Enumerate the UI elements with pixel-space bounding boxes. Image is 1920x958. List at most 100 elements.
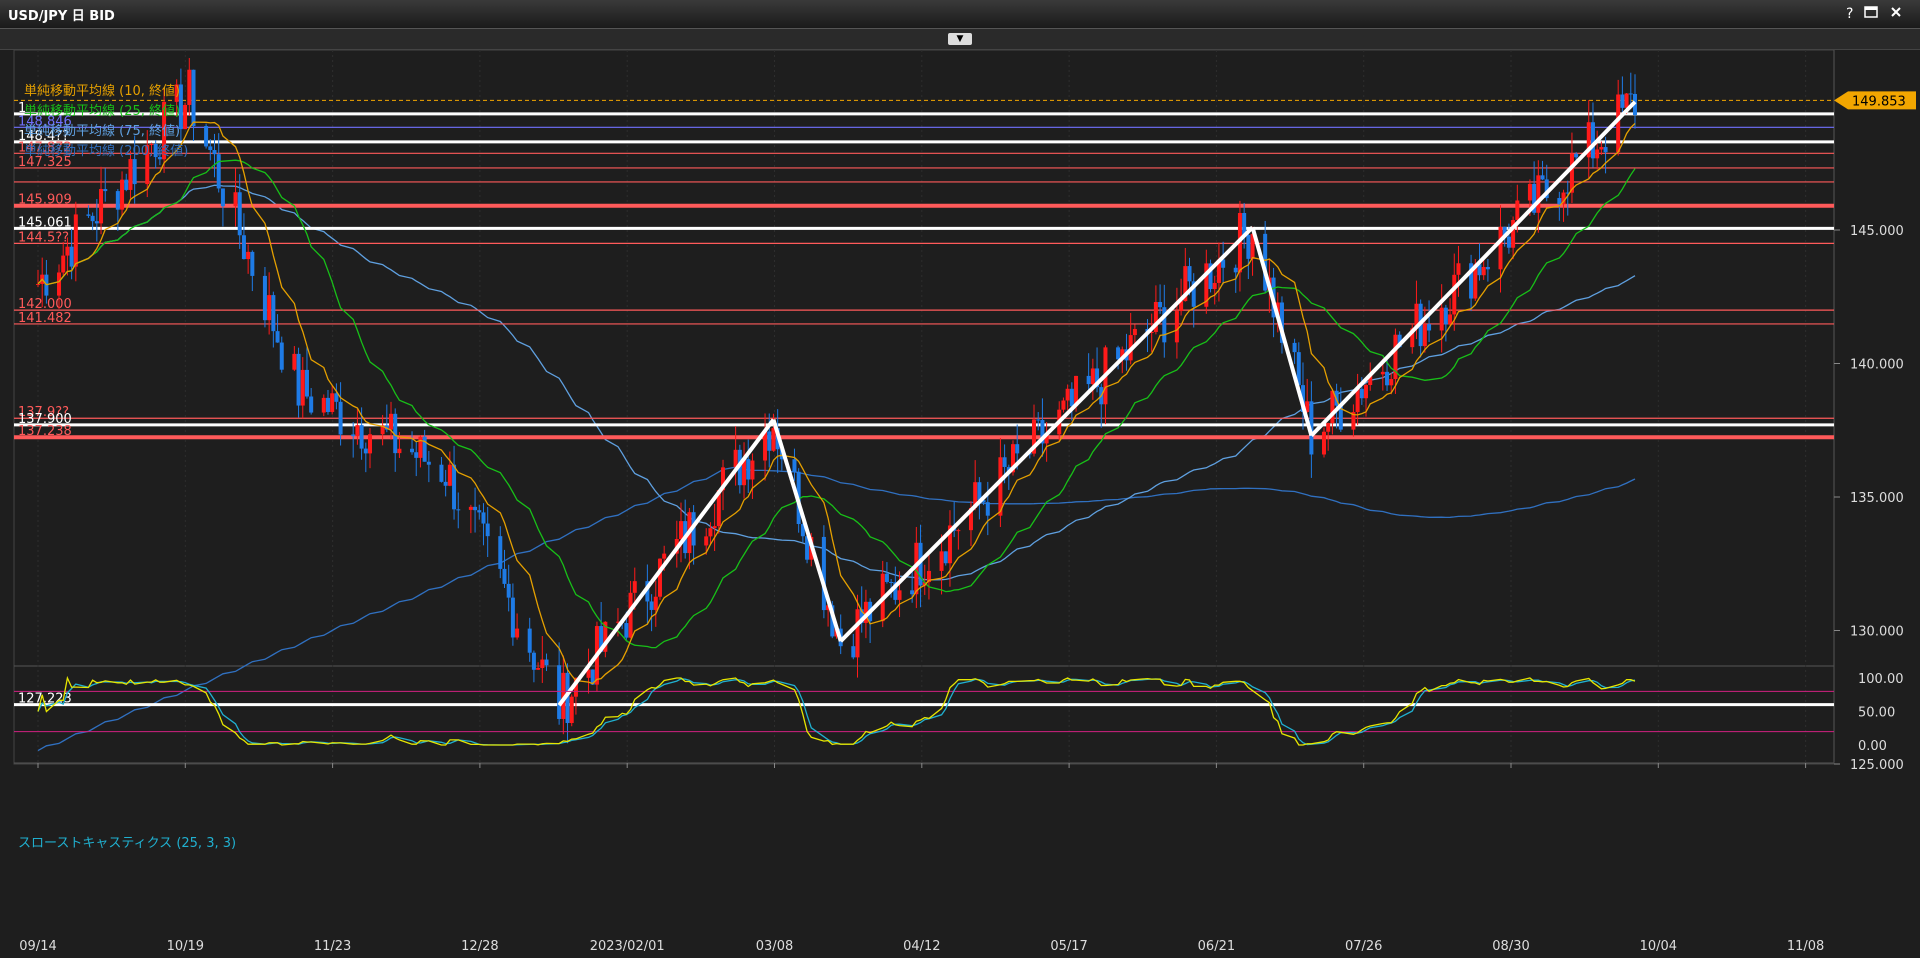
candle-body — [368, 434, 373, 454]
candle-body — [426, 461, 431, 465]
current-price-label: 149.853 — [1852, 94, 1906, 109]
candle-body — [1527, 183, 1532, 201]
candle-body — [271, 295, 276, 332]
candle-body — [544, 659, 549, 666]
y-tick-label: 145.000 — [1850, 224, 1904, 239]
candle-body — [1305, 401, 1310, 412]
chevron-down-icon[interactable]: ▼ — [948, 33, 972, 45]
candle-body — [1355, 388, 1360, 413]
candle-body — [1389, 379, 1394, 386]
candle-body — [569, 696, 574, 724]
candle-body — [599, 626, 604, 652]
candle-body — [296, 353, 301, 406]
horizontal-line-label: 137.900 — [18, 412, 72, 427]
candle-body — [977, 482, 982, 501]
horizontal-line-label: 147.325 — [18, 155, 72, 170]
ma25-line — [37, 159, 1636, 649]
candle-body — [267, 295, 272, 321]
candle-body — [183, 104, 188, 130]
candle-body — [241, 235, 246, 260]
candle-body — [742, 459, 747, 486]
candle-body — [897, 590, 902, 600]
candle-body — [662, 553, 667, 559]
horizontal-line-label: 137.238 — [18, 424, 72, 439]
candle-body — [893, 582, 898, 600]
candle-body — [657, 558, 662, 597]
candle-body — [943, 551, 948, 564]
candle-body — [115, 191, 120, 210]
candle-body — [485, 523, 490, 537]
toolbar-strip: ▼ — [0, 29, 1920, 50]
x-tick-label: 11/08 — [1787, 939, 1824, 954]
candle-body — [389, 413, 394, 430]
candle-body — [208, 146, 213, 151]
candle-body — [473, 506, 478, 511]
close-icon[interactable] — [1890, 6, 1902, 22]
candle-body — [536, 668, 541, 670]
candle-body — [939, 551, 944, 571]
candle-body — [1485, 266, 1490, 270]
help-icon[interactable]: ? — [1846, 6, 1854, 22]
legend-ma10: 単純移動平均線 (10, 終値) — [24, 83, 180, 99]
candle-body — [821, 536, 826, 611]
candle-body — [61, 255, 66, 273]
trend-line — [557, 418, 776, 707]
candle-body — [443, 481, 448, 486]
candle-body — [624, 623, 629, 638]
candle-body — [153, 143, 158, 158]
candle-body — [573, 677, 578, 697]
candle-body — [90, 215, 95, 222]
x-tick-label: 06/21 — [1198, 939, 1235, 954]
candle-body — [733, 449, 738, 468]
trend-line — [839, 225, 1254, 643]
candle-body — [178, 84, 183, 130]
candle-body — [447, 464, 452, 486]
candle-body — [1628, 93, 1633, 95]
candle-body — [204, 126, 209, 147]
candle-body — [86, 214, 91, 216]
candle-body — [1502, 226, 1507, 237]
candle-body — [216, 154, 221, 189]
candle-body — [968, 507, 973, 531]
candle-body — [1574, 153, 1579, 158]
candle-body — [1511, 220, 1516, 248]
candle-body — [1540, 175, 1545, 180]
stoch-k-line — [37, 675, 1636, 746]
candle-body — [174, 84, 179, 102]
candle-body — [1481, 266, 1486, 276]
candle-body — [57, 272, 62, 296]
maximize-icon[interactable] — [1864, 6, 1878, 22]
candle-body — [1410, 328, 1415, 348]
x-tick-label: 08/30 — [1492, 939, 1529, 954]
candle-body — [330, 393, 335, 412]
candle-body — [1036, 419, 1041, 421]
candle-body — [355, 425, 360, 437]
legend-ma25: 単純移動平均線 (25, 終値) — [24, 103, 180, 119]
candle-body — [779, 449, 784, 460]
candle-body — [855, 609, 860, 658]
candle-body — [1561, 192, 1566, 205]
candle-body — [1565, 192, 1570, 194]
candle-body — [1590, 122, 1595, 159]
stoch-tick-label: 100.00 — [1858, 672, 1904, 687]
candle-body — [792, 459, 797, 472]
horizontal-line-label: 148.846 — [18, 114, 72, 129]
candle-body — [1044, 434, 1049, 444]
candle-body — [678, 521, 683, 539]
candle-body — [889, 581, 894, 583]
candle-body — [128, 159, 133, 190]
candle-body — [1263, 233, 1268, 291]
candle-body — [275, 331, 280, 343]
candle-body — [649, 601, 654, 610]
candle-body — [1544, 179, 1549, 199]
candle-body — [830, 605, 835, 637]
candle-body — [380, 425, 385, 435]
candle-body — [359, 425, 364, 449]
candle-body — [910, 590, 915, 595]
candle-body — [1473, 264, 1478, 299]
x-tick-label: 03/08 — [756, 939, 793, 954]
ma200-path — [37, 463, 1636, 752]
candle-body — [1069, 388, 1074, 407]
chart-background — [0, 50, 1920, 958]
